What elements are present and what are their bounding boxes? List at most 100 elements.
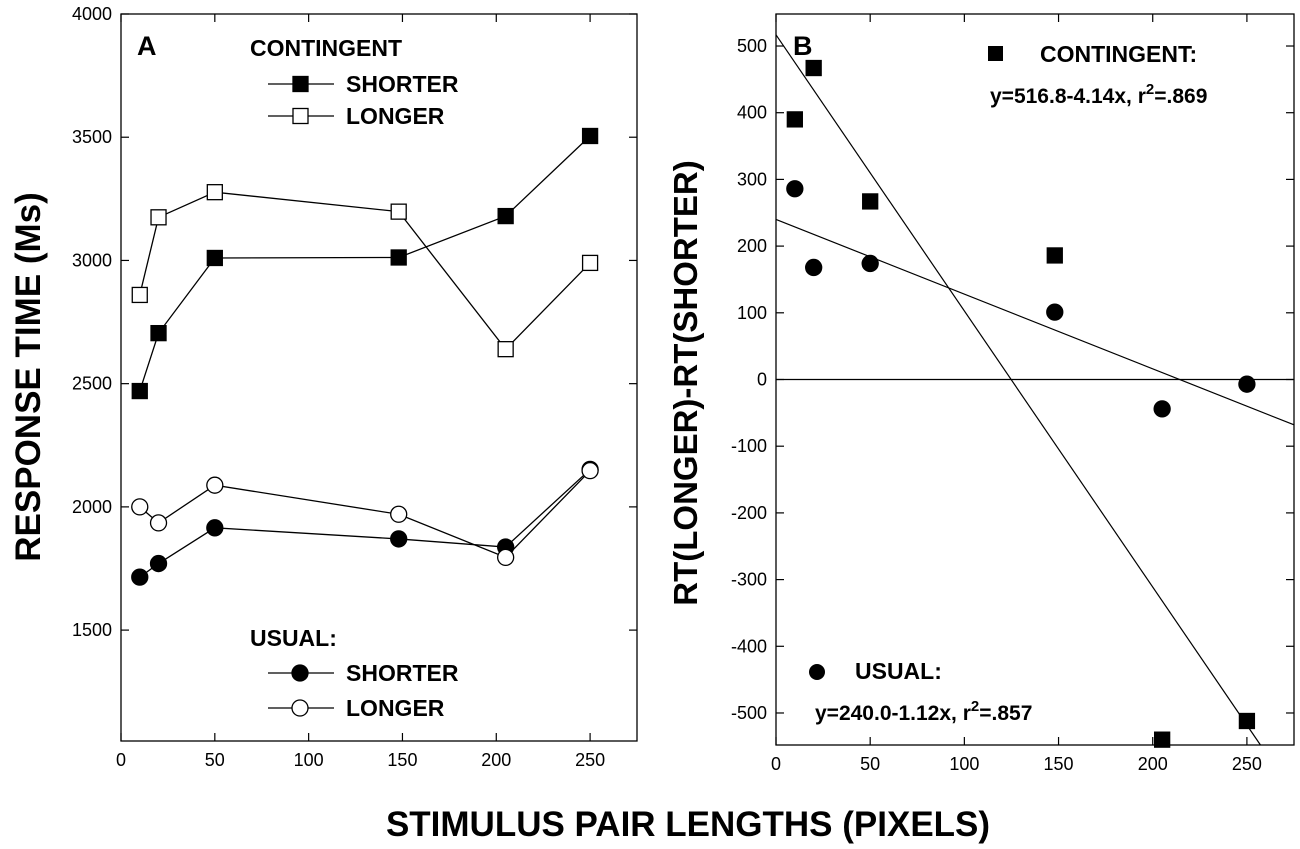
legend-usual-shorter-marker [291,664,309,682]
panel-a-ytick-label: 2500 [72,374,112,394]
point-usual-longer [149,514,168,532]
eq-contingent-sup: 2 [1146,81,1154,98]
legend-usual-longer-label: LONGER [346,695,445,721]
panel-a-xtick-label: 100 [294,750,324,770]
panel-b-ytick-label: 100 [737,303,767,323]
panel-b-ytick-label: -200 [731,503,767,523]
point-contingent-longer [497,341,514,358]
point-usual-shorter [390,530,408,548]
panel-b-markers [786,59,1256,748]
legend-contingent-longer-label: LONGER [346,103,445,129]
legend-b-contingent: CONTINGENT: y=516.8-4.14x, r2=.869 [988,41,1207,108]
panel-b-regression-lines [775,34,1295,746]
point-contingent [1153,731,1171,748]
panel-b: 0 50 100 150 200 250 -500 -400 -300 -200 -100 0 100 2… [667,13,1295,774]
point-contingent-shorter [206,249,223,267]
eq-usual-sup: 2 [971,698,979,715]
point-contingent [786,111,803,128]
point-contingent-longer [390,203,407,220]
legend-contingent-title: CONTINGENT [250,35,402,61]
panel-b-xtick-label: 150 [1044,754,1074,774]
panel-b-xtick-label: 50 [860,754,880,774]
legend-b-usual-equation: y=240.0-1.12x, r2=.857 [815,698,1032,725]
point-contingent-longer [150,209,167,226]
panel-a-ticks: 0 50 100 150 200 250 1500 2000 2500 3000 3500 4000 [72,4,637,770]
line-contingent-longer [139,191,591,351]
panel-a-xtick-label: 200 [481,750,511,770]
point-usual-shorter [149,554,168,573]
panel-b-ytick-label: -500 [731,703,767,723]
eq-contingent-value: =.869 [1154,85,1207,108]
panel-a-series-lines [139,135,591,578]
point-usual-shorter [131,568,149,586]
panel-a-ylabel: RESPONSE TIME (Ms) [9,192,48,561]
point-usual [1238,375,1256,393]
panel-a-label: A [137,31,157,61]
point-contingent [1238,712,1256,730]
panel-a: 0 50 100 150 200 250150020002500300035004000 … [9,4,638,770]
point-contingent-longer [581,254,599,272]
point-usual [1153,400,1171,418]
point-usual [861,254,879,273]
point-usual-shorter [206,519,224,537]
panel-a-plot-frame [120,13,638,742]
point-contingent-shorter [150,324,167,342]
panel-a-xtick-label: 0 [116,750,126,770]
panel-b-ytick-label: 400 [737,103,767,123]
point-usual [805,258,823,277]
panel-b-ytick-label: 0 [757,370,767,390]
panel-a-ytick-label: 4000 [72,4,112,24]
legend-usual: USUAL: SHORTER LONGER [250,625,459,721]
line-contingent-shorter [139,135,591,392]
panel-b-xtick-label: 200 [1138,754,1168,774]
point-contingent-shorter [581,127,599,145]
legend-b-contingent-title: CONTINGENT: [1040,41,1197,67]
legend-contingent-shorter-label: SHORTER [346,71,459,97]
point-usual-longer [206,476,224,494]
point-usual-longer [497,548,515,567]
legend-contingent-shorter-marker [292,75,309,93]
panel-a-xtick-label: 50 [205,750,225,770]
legend-b-usual-title: USUAL: [855,658,942,684]
panel-a-ytick-label: 2000 [72,497,112,517]
point-usual [1046,303,1064,321]
legend-b-usual: USUAL: y=240.0-1.12x, r2=.857 [809,658,1032,725]
eq-usual-main: y=240.0-1.12x, r [815,702,971,725]
panel-b-ticks: 0 50 100 150 200 250 -500 -400 -300 -200 -100 0 100 2… [731,14,1294,774]
panel-a-ytick-label: 3500 [72,127,112,147]
point-usual-longer [390,505,408,523]
legend-b-contingent-equation: y=516.8-4.14x, r2=.869 [990,81,1207,108]
panel-b-ylabel: RT(LONGER)-RT(SHORTER) [667,160,704,605]
panel-b-ytick-label: 300 [737,169,767,189]
point-contingent [862,193,879,210]
legend-b-usual-marker [809,664,825,680]
point-contingent-longer [131,286,148,304]
point-contingent-shorter [497,207,514,225]
legend-contingent-longer-marker [292,107,309,125]
legend-usual-title: USUAL: [250,625,337,651]
fit-line-usual [775,218,1295,426]
panel-b-ytick-label: 500 [737,36,767,56]
legend-usual-shorter-label: SHORTER [346,660,459,686]
legend-usual-longer-marker [291,699,309,717]
panel-a-xtick-label: 150 [387,750,417,770]
panel-a-xtick-label: 250 [575,750,605,770]
panel-b-label: B [793,31,813,61]
panel-b-xtick-label: 0 [771,754,781,774]
point-contingent [805,59,822,77]
eq-contingent-main: y=516.8-4.14x, r [990,85,1146,108]
panel-b-ytick-label: -100 [731,436,767,456]
point-usual-longer [131,498,149,516]
panel-b-ytick-label: 200 [737,236,767,256]
eq-usual-value: =.857 [979,702,1032,725]
panel-a-markers [131,127,599,586]
panel-b-ytick-label: -300 [731,570,767,590]
point-contingent [1046,247,1063,264]
fit-line-contingent [775,34,1261,746]
panel-b-ytick-label: -400 [731,636,767,656]
legend-contingent: CONTINGENT SHORTER LONGER [250,35,459,129]
panel-b-xtick-label: 250 [1232,754,1262,774]
point-contingent-shorter [131,382,148,400]
legend-b-contingent-marker [988,46,1003,61]
